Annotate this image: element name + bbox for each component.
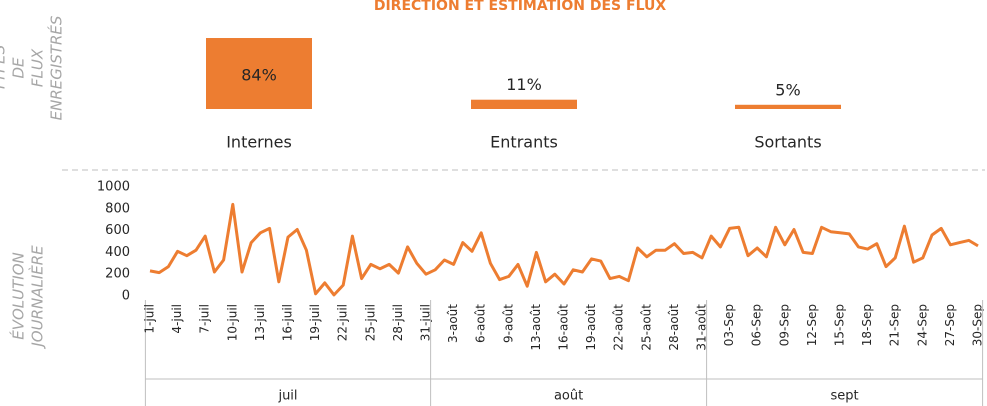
x-tick-label: 6-août <box>474 304 488 343</box>
y-tick-label: 200 <box>105 267 130 282</box>
x-tick-label: 25-juil <box>363 304 377 341</box>
x-tick-label: 30-Sep <box>971 304 985 346</box>
x-tick-label: 28-juil <box>391 304 405 341</box>
x-tick-label: 31-juil <box>419 304 433 341</box>
bar <box>471 99 577 109</box>
x-tick-label: 15-Sep <box>833 304 847 346</box>
y-tick-label: 1000 <box>97 180 130 195</box>
x-tick-label: 24-Sep <box>915 304 929 346</box>
y-tick-label: 800 <box>105 201 130 216</box>
x-tick-label: 7-juil <box>198 304 212 334</box>
x-tick-label: 27-Sep <box>943 304 957 346</box>
y-tick-label: 400 <box>105 245 130 260</box>
section-label: ÉVOLUTIONJOURNALIÈRE <box>8 245 46 350</box>
x-tick-label: 28-août <box>667 304 681 351</box>
x-tick-label: 3-août <box>446 304 460 343</box>
y-tick-label: 600 <box>105 223 130 238</box>
section-label: TYPESDEFLUXENREGISTRÉS <box>0 15 65 120</box>
x-tick-label: 16-juil <box>281 304 295 341</box>
category-label: Sortants <box>754 133 821 152</box>
x-tick-label: 10-juil <box>225 304 239 341</box>
x-tick-label: 06-Sep <box>750 304 764 346</box>
page-title: DIRECTION ET ESTIMATION DES FLUX <box>374 0 667 14</box>
bar <box>735 104 841 109</box>
x-tick-label: 21-Sep <box>888 304 902 346</box>
x-tick-label: 25-août <box>639 304 653 351</box>
x-tick-label: 13-juil <box>253 304 267 341</box>
x-tick-label: 16-août <box>557 304 571 351</box>
x-tick-label: 19-août <box>584 304 598 351</box>
data-line <box>149 202 979 297</box>
group-label: sept <box>831 389 859 404</box>
value-label: 5% <box>775 80 800 99</box>
x-tick-label: 18-Sep <box>860 304 874 346</box>
value-label: 84% <box>241 66 277 85</box>
x-tick-label: 31-août <box>695 304 709 351</box>
x-tick-label: 22-juil <box>336 304 350 341</box>
x-tick-label: 22-août <box>612 304 626 351</box>
category-label: Entrants <box>490 133 558 152</box>
bar <box>206 38 312 109</box>
x-tick-label: 13-août <box>529 304 543 351</box>
x-tick-label: 03-Sep <box>722 304 736 346</box>
group-label: juil <box>277 389 297 404</box>
x-tick-label: 9-août <box>501 304 515 343</box>
group-label: août <box>554 389 583 404</box>
y-tick-label: 0 <box>122 289 130 304</box>
x-tick-label: 12-Sep <box>805 304 819 346</box>
x-tick-label: 1-juil <box>143 304 157 334</box>
x-tick-label: 09-Sep <box>777 304 791 346</box>
x-tick-label: 19-juil <box>308 304 322 341</box>
category-label: Internes <box>226 133 292 152</box>
value-label: 11% <box>506 75 542 94</box>
x-tick-label: 4-juil <box>170 304 184 334</box>
